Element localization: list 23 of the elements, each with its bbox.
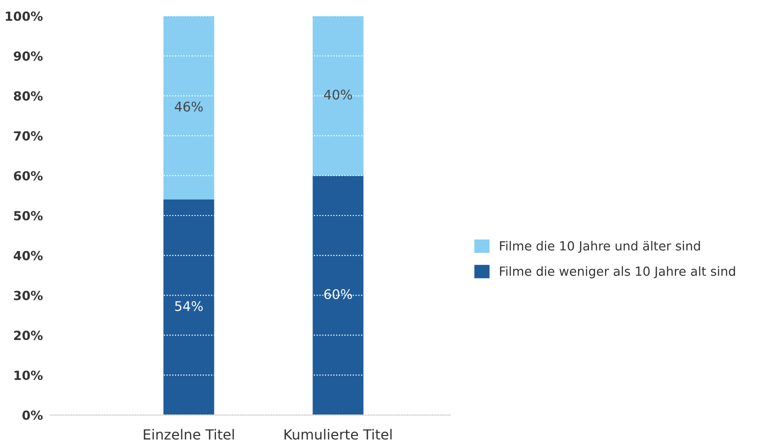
- y-tick-label: 70%: [14, 131, 43, 141]
- legend-label: Filme die weniger als 10 Jahre alt sind: [500, 266, 735, 278]
- x-tick-label: Kumulierte Titel: [284, 428, 392, 440]
- y-tick-label: 50%: [14, 210, 43, 220]
- y-tick-label: 30%: [14, 290, 43, 300]
- y-tick-label: 40%: [14, 250, 43, 260]
- text: 60%: [324, 289, 352, 300]
- y-tick-label: 0%: [22, 410, 43, 420]
- legend-label: Filme die 10 Jahre und älter sind: [500, 240, 700, 253]
- y-tick-label: 10%: [14, 370, 43, 380]
- x-tick-label: Einzelne Titel: [144, 428, 234, 440]
- y-tick-label: 100%: [6, 11, 43, 21]
- bar: [312, 176, 364, 415]
- text: 40%: [324, 90, 352, 100]
- bar: [312, 16, 364, 176]
- y-tick-label: 20%: [14, 330, 43, 340]
- bar: [163, 16, 214, 200]
- y-tick-label: 90%: [14, 51, 43, 61]
- y-tick-label: 80%: [14, 91, 43, 101]
- y-tick-label: 60%: [14, 171, 43, 181]
- text: 54%: [175, 301, 203, 312]
- bar: [163, 200, 214, 415]
- text: 46%: [174, 102, 203, 112]
